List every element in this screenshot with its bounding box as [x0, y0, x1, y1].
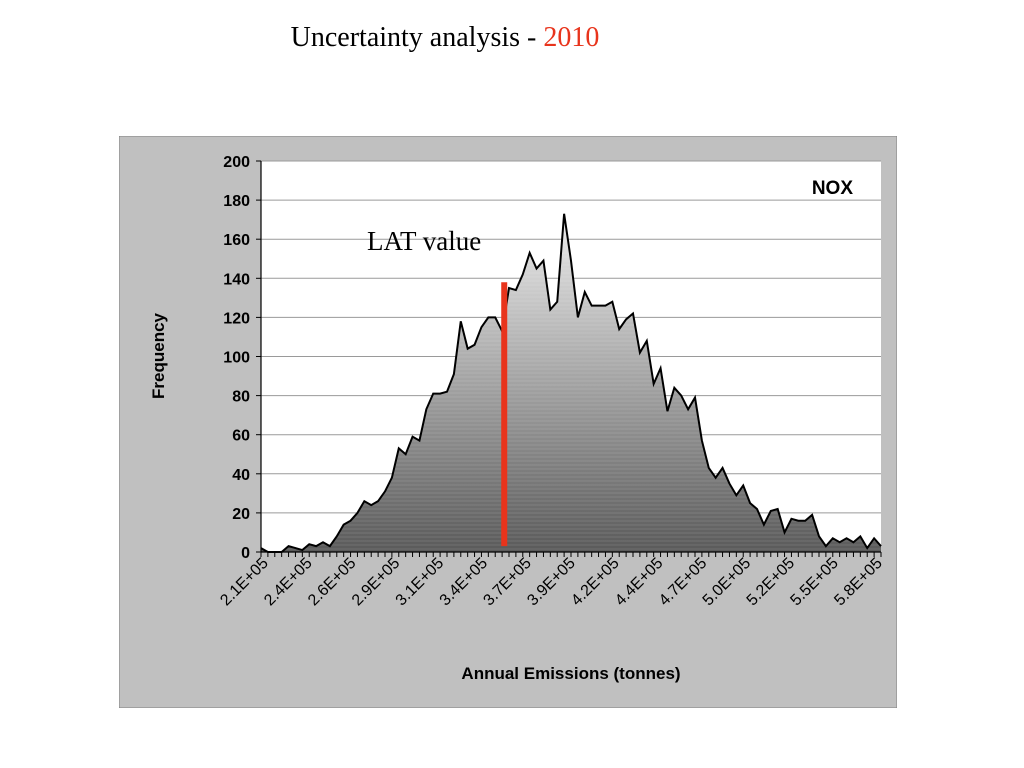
y-tick-label: 0 [241, 545, 250, 562]
title-year: 2010 [543, 22, 600, 53]
emissions-area-fill [261, 213, 881, 552]
y-tick-label: 180 [223, 193, 250, 210]
y-tick-label: 120 [223, 310, 250, 327]
y-tick-label: 100 [223, 350, 250, 367]
y-tick-label: 200 [223, 154, 250, 171]
emissions-series-line [260, 213, 882, 553]
y-tick-label: 140 [223, 271, 250, 288]
lat-value-annotation: LAT value [367, 226, 481, 256]
title-prefix: Uncertainty analysis - [290, 22, 544, 53]
series-label: NOX [812, 178, 854, 199]
y-tick-label: 80 [232, 389, 250, 406]
y-tick-label: 20 [232, 506, 250, 523]
y-tick-label: 40 [232, 467, 250, 484]
x-axis-label: Annual Emissions (tonnes) [461, 664, 680, 683]
y-tick-label: 160 [223, 232, 250, 249]
y-axis-label: Frequency [149, 312, 168, 399]
chart-container: 0 20 40 60 80 100 120 140 160 180 200 2.1E+05 2.4E+0… [118, 135, 898, 709]
y-tick-label: 60 [232, 428, 250, 445]
nox-histogram-chart: 0204060801001201401601802002.1E+052.4E+0… [118, 135, 898, 709]
slide-title: Uncertainty analysis - 2010 [0, 22, 890, 54]
